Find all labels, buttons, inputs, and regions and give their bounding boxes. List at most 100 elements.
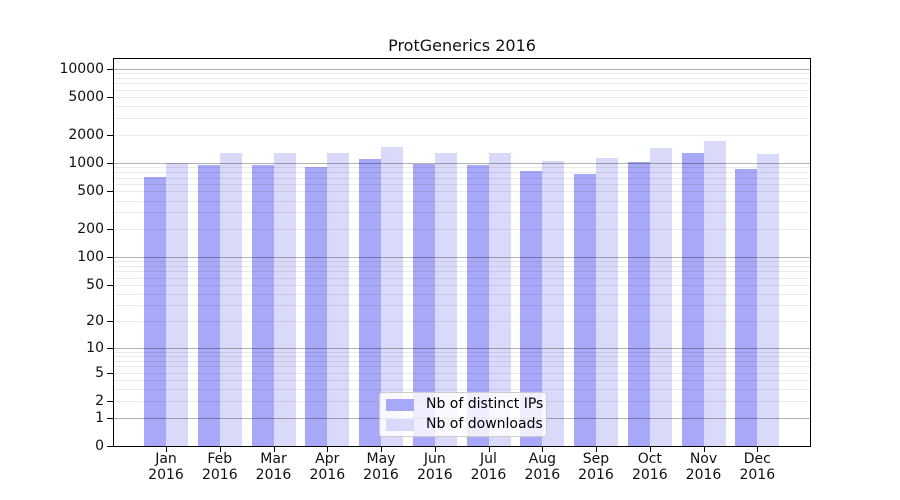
gridline-minor [114, 293, 810, 295]
y-tick-mark [107, 228, 113, 230]
gridline-minor [114, 285, 810, 286]
gridline-minor [114, 212, 810, 214]
x-tick-label: Jan 2016 [148, 451, 184, 483]
legend-swatch-downloads-icon [386, 418, 414, 431]
x-tick-label: Aug 2016 [524, 451, 561, 483]
legend-label-downloads: Nb of downloads [426, 416, 543, 432]
y-tick-label: 10000 [59, 60, 104, 77]
bar [735, 169, 758, 446]
gridline-minor [114, 372, 810, 374]
gridline-minor [114, 277, 810, 279]
x-tick-label: Jul 2016 [470, 451, 507, 483]
gridline-minor [114, 360, 810, 362]
gridline-minor [114, 321, 810, 323]
bar [197, 164, 220, 446]
gridline-minor [114, 261, 810, 263]
plot-area [113, 58, 811, 447]
x-tick-mark [757, 447, 759, 452]
y-tick-label: 20 [86, 313, 104, 330]
bar [681, 153, 704, 446]
bar [757, 153, 780, 446]
bar [273, 152, 296, 446]
y-tick-mark [107, 446, 113, 447]
gridline-minor [114, 305, 810, 307]
x-tick-mark [649, 447, 651, 452]
gridline-minor [114, 97, 810, 99]
bar [166, 163, 188, 446]
y-tick-label: 500 [77, 183, 104, 200]
y-tick-mark [107, 191, 113, 193]
y-tick-label: 1 [95, 409, 104, 426]
gridline-minor [114, 177, 810, 179]
y-tick-label: 2000 [68, 126, 104, 143]
y-tick-mark [107, 417, 113, 419]
y-tick-label: 1000 [68, 155, 104, 172]
x-tick-label: Dec 2016 [739, 451, 776, 483]
x-tick-label: Sep 2016 [578, 451, 614, 483]
bar [327, 153, 350, 446]
bar [488, 153, 511, 446]
gridline-minor [114, 77, 810, 79]
x-tick-mark [542, 447, 544, 452]
gridline-minor [114, 351, 810, 353]
gridline-minor [114, 83, 810, 85]
bar [412, 163, 435, 446]
bar [542, 161, 565, 446]
legend-item-distinct-ips: Nb of distinct IPs [386, 396, 544, 413]
x-tick-mark [488, 447, 490, 452]
bar [520, 171, 543, 446]
chart-title: ProtGenerics 2016 [388, 36, 536, 55]
gridline-minor [114, 266, 810, 267]
x-tick-mark [381, 447, 382, 452]
x-tick-mark [596, 447, 597, 452]
bar [251, 165, 274, 446]
bar [627, 161, 650, 446]
y-tick-mark [107, 134, 113, 136]
gridline-minor [114, 191, 810, 193]
bar [434, 153, 457, 446]
y-tick-mark [107, 68, 113, 70]
gridline-minor [114, 134, 810, 136]
gridline-minor [114, 118, 810, 120]
bar [381, 147, 403, 446]
legend-swatch-distinct-ips-icon [386, 398, 414, 411]
y-tick-label: 10 [86, 339, 104, 356]
x-tick-label: Mar 2016 [255, 451, 292, 483]
x-tick-mark [166, 447, 167, 452]
gridline-minor [114, 271, 810, 273]
gridline-minor [114, 200, 810, 202]
x-tick-label: Apr 2016 [309, 451, 346, 483]
x-tick-mark [273, 447, 275, 452]
bar [219, 153, 242, 446]
y-tick-label: 0 [95, 438, 104, 454]
bar [574, 173, 596, 446]
y-tick-label: 100 [77, 249, 104, 265]
gridline-minor [114, 366, 810, 368]
legend-label-distinct-ips: Nb of distinct IPs [426, 396, 544, 412]
y-tick-label: 2 [95, 393, 104, 409]
gridline-minor [114, 167, 810, 169]
y-tick-mark [107, 163, 113, 165]
gridline-minor [114, 389, 810, 391]
gridline-minor [114, 106, 810, 108]
x-tick-label: May 2016 [363, 451, 399, 483]
y-tick-label: 5000 [68, 89, 104, 106]
gridline-minor [114, 184, 810, 185]
x-tick-label: Nov 2016 [685, 451, 722, 483]
y-tick-label: 200 [77, 220, 104, 237]
y-tick-mark [107, 347, 113, 349]
legend-item-downloads: Nb of downloads [386, 416, 543, 433]
bar [466, 165, 489, 446]
x-tick-mark [219, 447, 221, 452]
bar [305, 167, 328, 446]
x-tick-label: Jun 2016 [416, 451, 453, 483]
y-tick-label: 50 [86, 277, 104, 293]
x-tick-mark [327, 447, 329, 452]
y-tick-mark [107, 97, 113, 99]
y-tick-label: 5 [95, 364, 104, 381]
gridline-minor [114, 172, 810, 174]
gridline-minor [114, 380, 810, 382]
y-tick-mark [107, 257, 113, 258]
bar [359, 159, 381, 446]
